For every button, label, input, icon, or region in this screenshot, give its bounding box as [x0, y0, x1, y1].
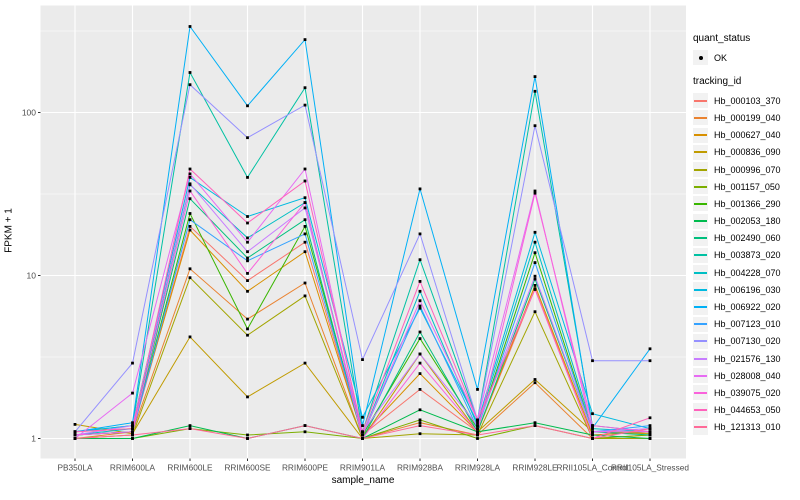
legend-item-Hb_000836_090: Hb_000836_090 — [693, 144, 799, 161]
legend-item-Hb_044653_050: Hb_044653_050 — [693, 402, 799, 419]
svg-text:RRII105LA_Stressed: RRII105LA_Stressed — [611, 463, 689, 473]
ok-point-icon — [693, 50, 708, 66]
series-color-line-icon — [693, 333, 708, 349]
legend-item-label: Hb_002490_060 — [714, 233, 781, 244]
legend-quant-status-title: quant_status — [693, 33, 751, 44]
legend-item-Hb_039075_020: Hb_039075_020 — [693, 384, 799, 401]
legend-item-Hb_007130_020: Hb_007130_020 — [693, 333, 799, 350]
legend-item-label: Hb_006922_020 — [714, 302, 781, 313]
legend-item-label: Hb_039075_020 — [714, 387, 781, 398]
legend-item-label: Hb_007123_010 — [714, 319, 781, 330]
series-color-line-icon — [693, 419, 708, 435]
legend-item-Hb_002490_060: Hb_002490_060 — [693, 230, 799, 247]
legend: quant_status OK tracking_id Hb_000103_37… — [693, 33, 799, 436]
legend-item-label: Hb_044653_050 — [714, 405, 781, 416]
legend-item-label: Hb_001157_050 — [714, 181, 780, 192]
svg-text:100: 100 — [22, 108, 36, 118]
svg-text:PB350LA: PB350LA — [57, 463, 93, 473]
legend-item-label: Hb_000199_040 — [714, 112, 781, 123]
svg-text:RRIM928LE: RRIM928LE — [512, 463, 558, 473]
svg-text:RRIM600SE: RRIM600SE — [224, 463, 271, 473]
x-axis-title: sample_name — [331, 475, 395, 486]
series-color-line-icon — [693, 93, 708, 109]
legend-item-Hb_000627_040: Hb_000627_040 — [693, 127, 799, 144]
svg-text:RRIM928LA: RRIM928LA — [455, 463, 501, 473]
legend-item-label: Hb_007130_020 — [714, 336, 781, 347]
legend-item-Hb_000103_370: Hb_000103_370 — [693, 92, 799, 109]
legend-item-label: Hb_021576_130 — [714, 353, 781, 364]
series-color-line-icon — [693, 316, 708, 332]
legend-item-label: Hb_028008_040 — [714, 370, 781, 381]
legend-item-Hb_004228_070: Hb_004228_070 — [693, 264, 799, 281]
legend-item-Hb_121313_010: Hb_121313_010 — [693, 419, 799, 436]
series-color-line-icon — [693, 282, 708, 298]
series-color-line-icon — [693, 179, 708, 195]
series-color-line-icon — [693, 351, 708, 367]
y-axis-ticks: 1 10 100 — [22, 108, 41, 444]
series-color-line-icon — [693, 110, 708, 126]
legend-item-label: Hb_000627_040 — [714, 130, 781, 141]
legend-item-label: Hb_000836_090 — [714, 147, 781, 158]
legend-tracking-items: Hb_000103_370 Hb_000199_040 Hb_000627_040 H… — [693, 92, 799, 436]
legend-item-Hb_001157_050: Hb_001157_050 — [693, 178, 799, 195]
legend-item-label: Hb_006196_030 — [714, 284, 781, 295]
series-color-line-icon — [693, 162, 708, 178]
series-color-line-icon — [693, 213, 708, 229]
legend-item-ok-label: OK — [714, 52, 728, 63]
svg-text:RRIM600PE: RRIM600PE — [282, 463, 329, 473]
svg-text:RRIM600LA: RRIM600LA — [110, 463, 156, 473]
series-color-line-icon — [693, 196, 708, 212]
svg-text:RRIM901LA: RRIM901LA — [340, 463, 386, 473]
series-color-line-icon — [693, 230, 708, 246]
series-color-line-icon — [693, 247, 708, 263]
legend-tracking-id-title: tracking_id — [693, 76, 742, 88]
legend-item-label: Hb_002053_180 — [714, 216, 781, 227]
svg-text:RRIM600LE: RRIM600LE — [167, 463, 213, 473]
legend-item-label: Hb_001366_290 — [714, 198, 781, 209]
svg-text:1: 1 — [31, 434, 36, 444]
legend-item-Hb_006922_020: Hb_006922_020 — [693, 298, 799, 315]
series-color-line-icon — [693, 385, 708, 401]
series-color-line-icon — [693, 402, 708, 418]
legend-item-Hb_007123_010: Hb_007123_010 — [693, 316, 799, 333]
series-color-line-icon — [693, 144, 708, 160]
legend-item-Hb_006196_030: Hb_006196_030 — [693, 281, 799, 298]
x-axis-ticks: PB350LA RRIM600LA RRIM600LE RRIM600SE RRIM60… — [57, 458, 689, 473]
series-color-line-icon — [693, 127, 708, 143]
legend-item-label: Hb_000996_070 — [714, 164, 781, 175]
legend-item-Hb_001366_290: Hb_001366_290 — [693, 195, 799, 212]
legend-item-Hb_028008_040: Hb_028008_040 — [693, 367, 799, 384]
legend-item-Hb_000996_070: Hb_000996_070 — [693, 161, 799, 178]
legend-item-Hb_003873_020: Hb_003873_020 — [693, 247, 799, 264]
legend-item-label: Hb_121313_010 — [714, 422, 781, 433]
y-axis-title: FPKM + 1 — [3, 208, 15, 253]
svg-text:RRIM928BA: RRIM928BA — [397, 463, 444, 473]
legend-item-Hb_021576_130: Hb_021576_130 — [693, 350, 799, 367]
data-points — [73, 25, 652, 440]
legend-item-label: Hb_000103_370 — [714, 95, 781, 106]
svg-text:10: 10 — [27, 271, 37, 281]
legend-item-label: Hb_003873_020 — [714, 250, 781, 261]
legend-item-Hb_002053_180: Hb_002053_180 — [693, 213, 799, 230]
series-color-line-icon — [693, 299, 708, 315]
series-color-line-icon — [693, 368, 708, 384]
svg-text:RRII105LA_Control: RRII105LA_Control — [557, 463, 629, 473]
legend-item-Hb_000199_040: Hb_000199_040 — [693, 109, 799, 126]
series-color-line-icon — [693, 265, 708, 281]
legend-item-label: Hb_004228_070 — [714, 267, 781, 278]
legend-item-ok: OK — [693, 49, 799, 66]
